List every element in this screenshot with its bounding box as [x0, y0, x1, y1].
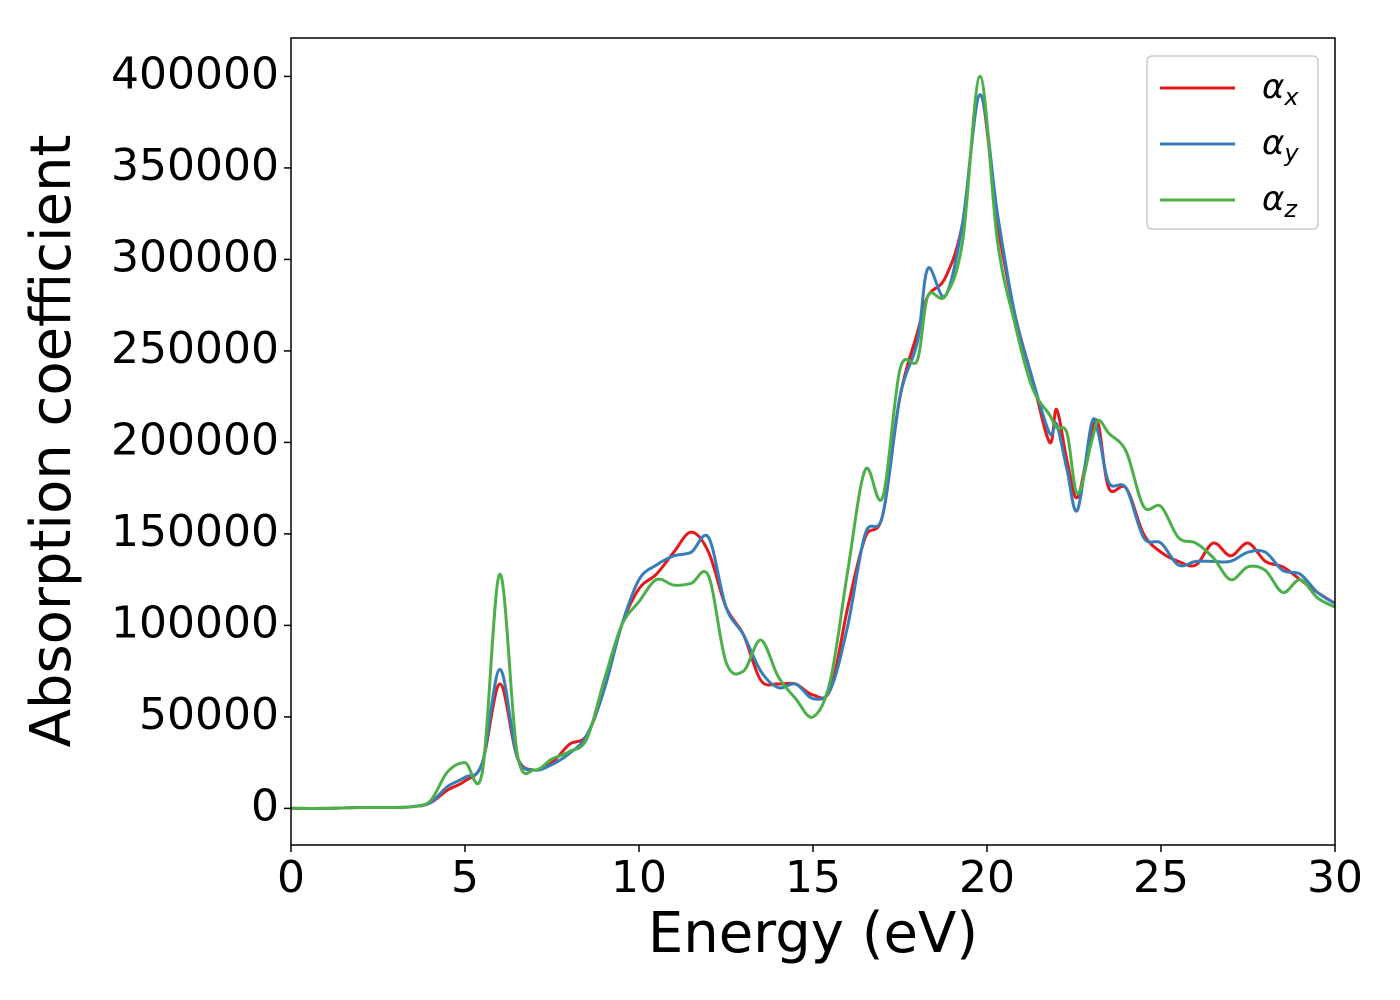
y-tick-label: 400000 — [111, 48, 279, 99]
x-tick-label: 30 — [1307, 852, 1363, 903]
x-tick-label: 15 — [785, 852, 841, 903]
x-tick-label: 0 — [277, 852, 305, 903]
y-tick-label: 350000 — [111, 140, 279, 191]
x-tick-label: 20 — [959, 852, 1015, 903]
y-tick-label: 150000 — [111, 506, 279, 557]
x-axis-label: Energy (eV) — [648, 901, 978, 966]
legend-label: αy — [1262, 123, 1299, 168]
x-tick-label: 25 — [1133, 852, 1189, 903]
x-tick-label: 5 — [451, 852, 479, 903]
y-axis-label: Absorption coefficient — [19, 135, 84, 748]
legend-label: αz — [1262, 179, 1298, 224]
y-tick-label: 300000 — [111, 231, 279, 282]
y-tick-label: 200000 — [111, 414, 279, 465]
y-tick-label: 250000 — [111, 323, 279, 374]
y-tick-label: 100000 — [111, 597, 279, 648]
y-tick-label: 50000 — [139, 689, 279, 740]
plot-frame — [290, 37, 1336, 846]
y-tick-label: 0 — [251, 780, 279, 831]
x-tick-label: 10 — [611, 852, 667, 903]
series-line — [291, 74, 1335, 810]
legend-label: αx — [1262, 67, 1299, 112]
